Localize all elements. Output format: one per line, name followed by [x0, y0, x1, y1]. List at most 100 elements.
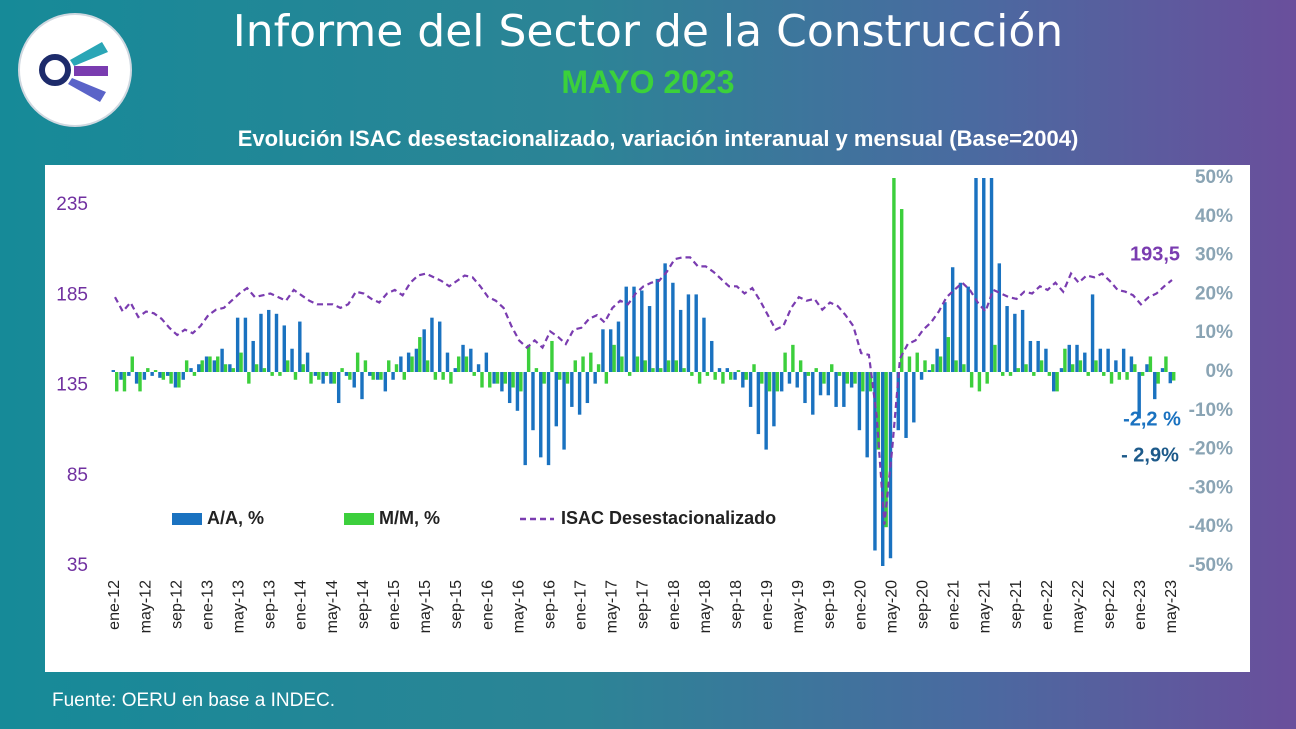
x-tick-label: sep-20 — [915, 580, 932, 629]
bar — [764, 372, 768, 450]
bar — [837, 372, 842, 376]
bar — [542, 372, 546, 384]
bar — [717, 368, 722, 372]
bar — [632, 286, 636, 372]
bar — [853, 372, 857, 384]
bar — [927, 370, 932, 372]
x-tick-label: ene-14 — [293, 580, 310, 630]
bar — [705, 372, 710, 376]
bar — [169, 372, 173, 384]
bar — [515, 372, 520, 411]
bar — [573, 360, 577, 372]
x-tick-label: sep-21 — [1008, 580, 1025, 629]
bar — [285, 360, 290, 372]
x-tick-label: sep-13 — [262, 580, 279, 629]
bar — [876, 372, 881, 450]
bar — [274, 313, 279, 372]
bar — [643, 360, 647, 372]
bar — [624, 286, 628, 372]
bar — [1039, 360, 1044, 372]
y2-tick-label: -50% — [1189, 555, 1233, 576]
bar — [220, 348, 224, 372]
bar — [966, 286, 970, 372]
bar — [915, 352, 919, 372]
bar — [433, 372, 438, 380]
bar — [1008, 372, 1013, 376]
bar — [741, 372, 745, 388]
bar — [655, 278, 660, 372]
bar — [1083, 352, 1087, 372]
x-tick-label: may-13 — [231, 580, 248, 633]
bar — [363, 360, 368, 372]
bar — [1102, 372, 1106, 376]
bar — [601, 329, 605, 372]
x-tick-label: ene-22 — [1039, 580, 1056, 630]
bar — [301, 364, 305, 372]
bar — [577, 372, 582, 415]
bar — [422, 329, 426, 372]
bar — [694, 294, 698, 372]
bar — [278, 372, 282, 376]
bar — [1086, 372, 1090, 376]
bar — [523, 372, 527, 466]
bar — [612, 344, 616, 372]
bar — [539, 372, 543, 458]
bar — [725, 368, 729, 372]
bar — [873, 372, 877, 551]
bar — [1067, 344, 1071, 372]
bar — [822, 372, 826, 384]
bar — [355, 352, 360, 372]
bar — [733, 372, 737, 380]
bar — [488, 372, 492, 388]
bar — [581, 356, 585, 372]
y2-tick-label: -20% — [1189, 439, 1233, 460]
bar — [130, 356, 134, 372]
bar — [884, 372, 888, 528]
y-tick-label: 185 — [56, 284, 88, 305]
bar — [387, 360, 391, 372]
bar — [138, 372, 142, 392]
bar — [798, 360, 803, 372]
bar — [993, 344, 997, 372]
bar — [251, 340, 255, 372]
bar — [181, 372, 185, 380]
bar — [565, 372, 570, 384]
x-tick-label: ene-21 — [946, 580, 963, 630]
bar — [1160, 368, 1165, 372]
bar — [635, 356, 640, 372]
y2-tick-label: 0% — [1206, 361, 1234, 382]
bar — [239, 352, 243, 372]
bar — [332, 372, 337, 384]
bar — [146, 368, 150, 372]
bar — [659, 368, 663, 372]
source-note: Fuente: OERU en base a INDEC. — [52, 690, 336, 711]
bar — [892, 178, 896, 372]
bar — [418, 337, 422, 372]
bar — [710, 340, 714, 372]
bar — [842, 372, 846, 407]
x-tick-label: sep-12 — [168, 580, 185, 629]
bar — [697, 372, 702, 384]
bar — [861, 372, 865, 392]
bar — [826, 372, 831, 396]
bar — [212, 360, 217, 372]
bar — [756, 372, 761, 435]
bar — [1125, 372, 1129, 380]
bar — [177, 372, 181, 388]
bar — [1070, 364, 1075, 372]
bar — [262, 368, 267, 372]
bar — [881, 372, 885, 566]
legend-swatch — [344, 513, 375, 525]
bar — [507, 372, 512, 404]
bar — [686, 294, 691, 372]
bar — [1114, 360, 1118, 372]
bar — [760, 372, 764, 384]
bar — [430, 317, 434, 372]
bar — [348, 372, 352, 380]
bar — [184, 360, 189, 372]
bar — [453, 368, 457, 372]
x-tick-label: may-20 — [883, 580, 900, 633]
bar — [1032, 372, 1036, 376]
